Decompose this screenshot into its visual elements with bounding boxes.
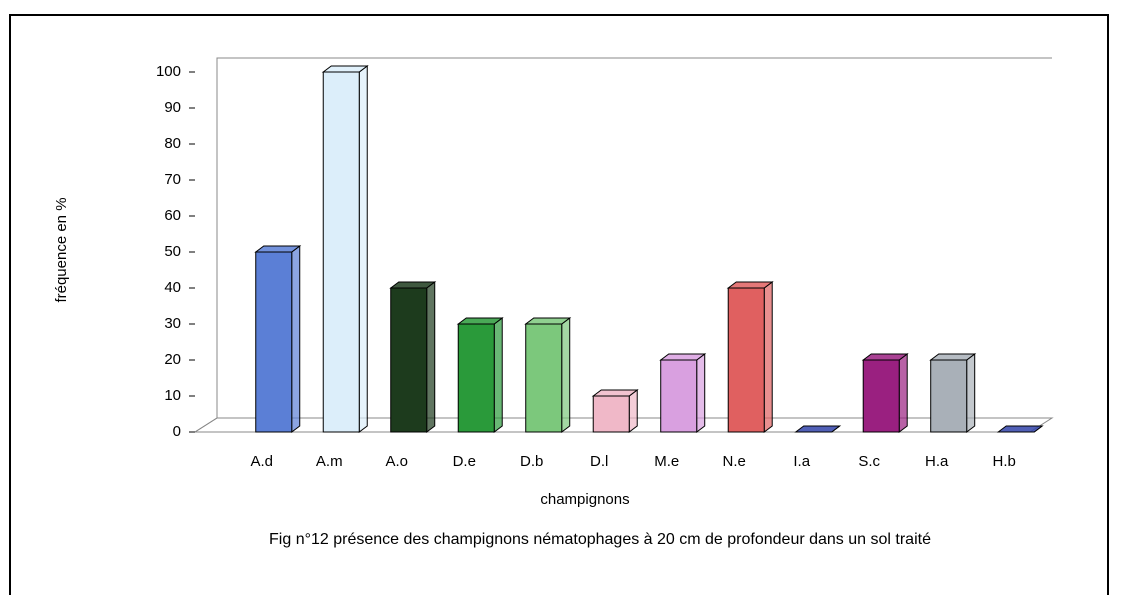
- bar-top: [659, 353, 707, 361]
- x-tick-label: H.a: [925, 453, 949, 470]
- bar-top: [254, 245, 302, 253]
- bar-top: [794, 425, 842, 433]
- bar-top: [591, 389, 639, 397]
- bar-side: [493, 317, 503, 433]
- bar-top: [456, 317, 504, 325]
- x-tick-label: A.m: [316, 453, 343, 470]
- bar-top: [389, 281, 437, 289]
- bar: [592, 395, 630, 433]
- bar-side: [291, 245, 301, 433]
- bar-top: [524, 317, 572, 325]
- bar-side: [426, 281, 436, 433]
- x-tick-label: D.e: [453, 453, 476, 470]
- bar-top: [929, 353, 977, 361]
- bar-top: [861, 353, 909, 361]
- y-tick-label: 50: [164, 243, 181, 260]
- y-tick-label: 70: [164, 171, 181, 188]
- bar-side: [898, 353, 908, 433]
- y-tick-label: 20: [164, 351, 181, 368]
- bar-side: [358, 65, 368, 433]
- bar: [322, 71, 360, 433]
- bar-top: [996, 425, 1044, 433]
- bar-top: [726, 281, 774, 289]
- bar-side: [763, 281, 773, 433]
- y-tick-label: 100: [156, 63, 181, 80]
- y-tick-label: 10: [164, 387, 181, 404]
- x-axis-label: champignons: [540, 491, 629, 508]
- y-tick-label: 40: [164, 279, 181, 296]
- x-tick-label: I.a: [793, 453, 810, 470]
- x-tick-label: H.b: [993, 453, 1016, 470]
- x-tick-label: S.c: [858, 453, 880, 470]
- y-tick-label: 60: [164, 207, 181, 224]
- bar-side: [696, 353, 706, 433]
- x-tick-label: D.l: [590, 453, 608, 470]
- bar: [660, 359, 698, 433]
- bar: [390, 287, 428, 433]
- frame: [9, 14, 1109, 600]
- bar: [457, 323, 495, 433]
- bar: [862, 359, 900, 433]
- x-tick-label: A.o: [385, 453, 408, 470]
- bar: [727, 287, 765, 433]
- bar: [930, 359, 968, 433]
- x-tick-label: D.b: [520, 453, 543, 470]
- y-axis-label: fréquence en %: [53, 197, 70, 302]
- y-tick-label: 30: [164, 315, 181, 332]
- y-tick-label: 0: [173, 423, 181, 440]
- x-tick-label: A.d: [250, 453, 273, 470]
- bar-side: [966, 353, 976, 433]
- y-tick-label: 80: [164, 135, 181, 152]
- x-tick-label: N.e: [723, 453, 746, 470]
- y-tick-label: 90: [164, 99, 181, 116]
- caption: Fig n°12 présence des champignons némato…: [269, 531, 931, 548]
- bar-side: [628, 389, 638, 433]
- bar: [525, 323, 563, 433]
- x-tick-label: M.e: [654, 453, 679, 470]
- bar: [255, 251, 293, 433]
- bar-side: [561, 317, 571, 433]
- bar-top: [321, 65, 369, 73]
